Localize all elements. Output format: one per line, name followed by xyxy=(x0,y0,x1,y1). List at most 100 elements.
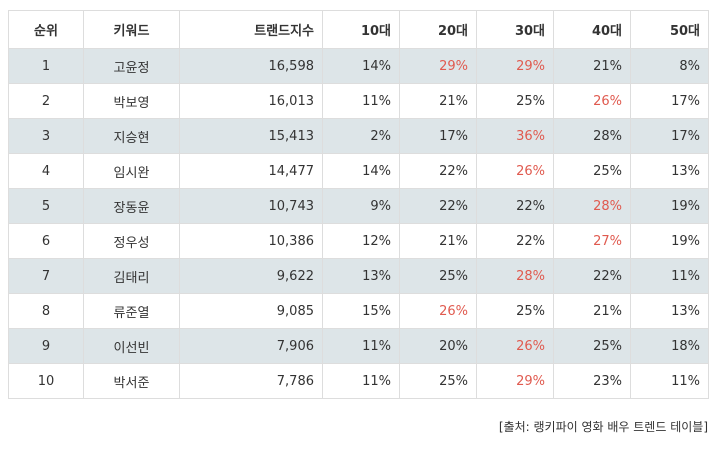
table-row: 2 박보영 16,013 11% 21% 25% 26% 17% xyxy=(8,83,709,119)
cell-age-40: 25% xyxy=(553,328,631,364)
cell-age-10: 15% xyxy=(322,293,400,329)
cell-trend-index: 7,906 xyxy=(179,328,323,364)
cell-age-10: 11% xyxy=(322,328,400,364)
cell-age-20: 21% xyxy=(399,83,477,119)
table-body: 1 고윤정 16,598 14% 29% 29% 21% 8% 2 박보영 16,013 11% 21%… xyxy=(8,48,709,399)
cell-age-10: 14% xyxy=(322,48,400,84)
source-caption: [출처: 랭키파이 영화 배우 트렌드 테이블] xyxy=(498,420,708,434)
cell-age-20: 25% xyxy=(399,363,477,399)
header-keyword: 키워드 xyxy=(83,10,180,49)
cell-age-50: 11% xyxy=(630,363,709,399)
header-age-50: 50대 xyxy=(630,10,709,49)
cell-age-20: 29% xyxy=(399,48,477,84)
cell-keyword: 박서준 xyxy=(83,363,180,399)
cell-trend-index: 9,085 xyxy=(179,293,323,329)
cell-trend-index: 9,622 xyxy=(179,258,323,294)
cell-trend-index: 14,477 xyxy=(179,153,323,189)
cell-age-30: 25% xyxy=(476,83,554,119)
cell-keyword: 류준열 xyxy=(83,293,180,329)
cell-age-30: 36% xyxy=(476,118,554,154)
table-row: 5 장동윤 10,743 9% 22% 22% 28% 19% xyxy=(8,188,709,224)
cell-age-30: 22% xyxy=(476,223,554,259)
table-row: 9 이선빈 7,906 11% 20% 26% 25% 18% xyxy=(8,328,709,364)
cell-rank: 8 xyxy=(8,293,84,329)
cell-age-50: 11% xyxy=(630,258,709,294)
cell-age-30: 28% xyxy=(476,258,554,294)
cell-rank: 1 xyxy=(8,48,84,84)
table-row: 6 정우성 10,386 12% 21% 22% 27% 19% xyxy=(8,223,709,259)
table-row: 7 김태리 9,622 13% 25% 28% 22% 11% xyxy=(8,258,709,294)
cell-age-50: 19% xyxy=(630,188,709,224)
cell-rank: 2 xyxy=(8,83,84,119)
cell-age-50: 13% xyxy=(630,153,709,189)
cell-rank: 6 xyxy=(8,223,84,259)
trend-table-container: 순위 키워드 트랜드지수 10대 20대 30대 40대 50대 1 고윤정 16,… xyxy=(8,10,709,399)
cell-age-40: 23% xyxy=(553,363,631,399)
cell-age-40: 27% xyxy=(553,223,631,259)
cell-rank: 4 xyxy=(8,153,84,189)
cell-age-50: 17% xyxy=(630,83,709,119)
cell-rank: 9 xyxy=(8,328,84,364)
header-age-20: 20대 xyxy=(399,10,477,49)
cell-rank: 10 xyxy=(8,363,84,399)
cell-age-30: 26% xyxy=(476,328,554,364)
cell-age-10: 13% xyxy=(322,258,400,294)
cell-age-30: 25% xyxy=(476,293,554,329)
cell-age-50: 8% xyxy=(630,48,709,84)
cell-age-50: 13% xyxy=(630,293,709,329)
cell-age-20: 20% xyxy=(399,328,477,364)
header-trend-index: 트랜드지수 xyxy=(179,10,323,49)
cell-age-10: 9% xyxy=(322,188,400,224)
cell-trend-index: 15,413 xyxy=(179,118,323,154)
cell-age-30: 26% xyxy=(476,153,554,189)
cell-age-50: 19% xyxy=(630,223,709,259)
cell-trend-index: 16,013 xyxy=(179,83,323,119)
cell-age-40: 26% xyxy=(553,83,631,119)
cell-keyword: 장동윤 xyxy=(83,188,180,224)
header-age-10: 10대 xyxy=(322,10,400,49)
cell-age-40: 21% xyxy=(553,48,631,84)
table-header: 순위 키워드 트랜드지수 10대 20대 30대 40대 50대 xyxy=(8,10,709,49)
cell-age-20: 25% xyxy=(399,258,477,294)
cell-age-40: 28% xyxy=(553,188,631,224)
cell-age-40: 25% xyxy=(553,153,631,189)
table-row: 4 임시완 14,477 14% 22% 26% 25% 13% xyxy=(8,153,709,189)
trend-table: 순위 키워드 트랜드지수 10대 20대 30대 40대 50대 1 고윤정 16,… xyxy=(8,10,709,399)
cell-age-50: 18% xyxy=(630,328,709,364)
cell-age-10: 12% xyxy=(322,223,400,259)
cell-age-20: 21% xyxy=(399,223,477,259)
cell-trend-index: 10,386 xyxy=(179,223,323,259)
cell-age-30: 29% xyxy=(476,48,554,84)
cell-keyword: 김태리 xyxy=(83,258,180,294)
cell-rank: 5 xyxy=(8,188,84,224)
cell-trend-index: 10,743 xyxy=(179,188,323,224)
table-row: 3 지승현 15,413 2% 17% 36% 28% 17% xyxy=(8,118,709,154)
cell-age-10: 11% xyxy=(322,83,400,119)
cell-age-20: 22% xyxy=(399,153,477,189)
cell-keyword: 고윤정 xyxy=(83,48,180,84)
header-age-40: 40대 xyxy=(553,10,631,49)
header-rank: 순위 xyxy=(8,10,84,49)
cell-age-30: 29% xyxy=(476,363,554,399)
cell-age-20: 17% xyxy=(399,118,477,154)
cell-age-10: 14% xyxy=(322,153,400,189)
cell-age-30: 22% xyxy=(476,188,554,224)
cell-age-10: 11% xyxy=(322,363,400,399)
cell-age-20: 26% xyxy=(399,293,477,329)
cell-age-20: 22% xyxy=(399,188,477,224)
cell-age-40: 22% xyxy=(553,258,631,294)
cell-rank: 7 xyxy=(8,258,84,294)
table-row: 1 고윤정 16,598 14% 29% 29% 21% 8% xyxy=(8,48,709,84)
cell-keyword: 임시완 xyxy=(83,153,180,189)
header-row: 순위 키워드 트랜드지수 10대 20대 30대 40대 50대 xyxy=(8,10,709,49)
cell-age-50: 17% xyxy=(630,118,709,154)
cell-age-10: 2% xyxy=(322,118,400,154)
header-age-30: 30대 xyxy=(476,10,554,49)
cell-keyword: 지승현 xyxy=(83,118,180,154)
cell-keyword: 이선빈 xyxy=(83,328,180,364)
cell-keyword: 정우성 xyxy=(83,223,180,259)
cell-trend-index: 16,598 xyxy=(179,48,323,84)
cell-rank: 3 xyxy=(8,118,84,154)
cell-age-40: 21% xyxy=(553,293,631,329)
cell-trend-index: 7,786 xyxy=(179,363,323,399)
